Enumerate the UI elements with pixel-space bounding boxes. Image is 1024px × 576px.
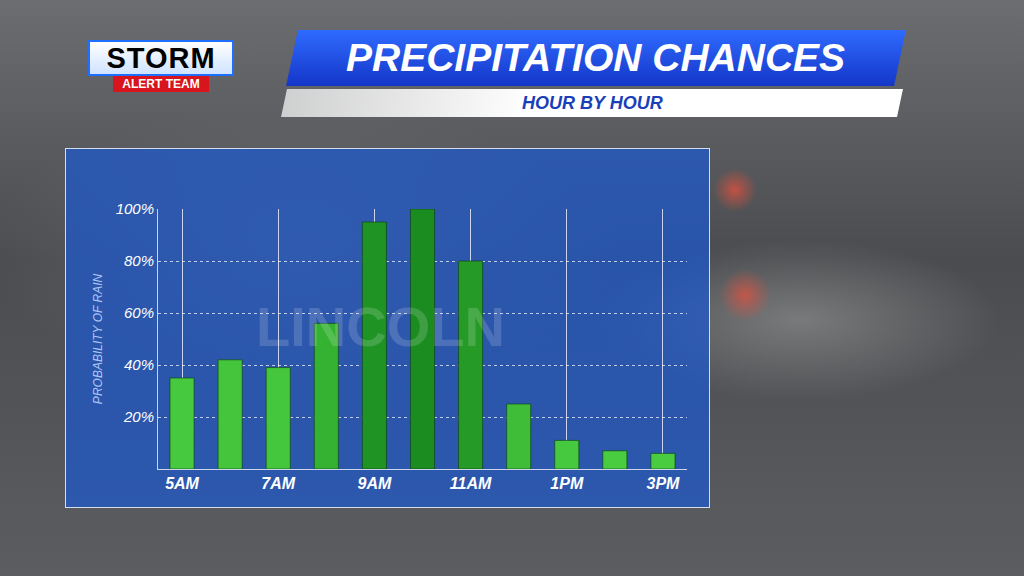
- svg-text:40%: 40%: [124, 356, 154, 373]
- svg-text:80%: 80%: [124, 252, 154, 269]
- svg-text:3PM: 3PM: [646, 475, 680, 492]
- svg-text:1PM: 1PM: [550, 475, 584, 492]
- svg-text:5AM: 5AM: [165, 475, 199, 492]
- html-text:STORM: STORM: [106, 42, 216, 74]
- svg-text:20%: 20%: [123, 408, 154, 425]
- html-text:ALERT TEAM: ALERT TEAM: [122, 77, 200, 91]
- html-text:HOUR BY HOUR: HOUR BY HOUR: [521, 93, 663, 113]
- svg-text:7AM: 7AM: [261, 475, 295, 492]
- svg-text:11AM: 11AM: [450, 475, 492, 492]
- svg-text:100%: 100%: [116, 200, 154, 217]
- svg-text:LINCOLN: LINCOLN: [256, 295, 505, 358]
- svg-text:60%: 60%: [124, 304, 154, 321]
- html-text:PRECIPITATION CHANCES: PRECIPITATION CHANCES: [346, 36, 846, 79]
- svg-text:PROBABILITY OF RAIN: PROBABILITY OF RAIN: [91, 274, 105, 405]
- svg-text:9AM: 9AM: [358, 475, 392, 492]
